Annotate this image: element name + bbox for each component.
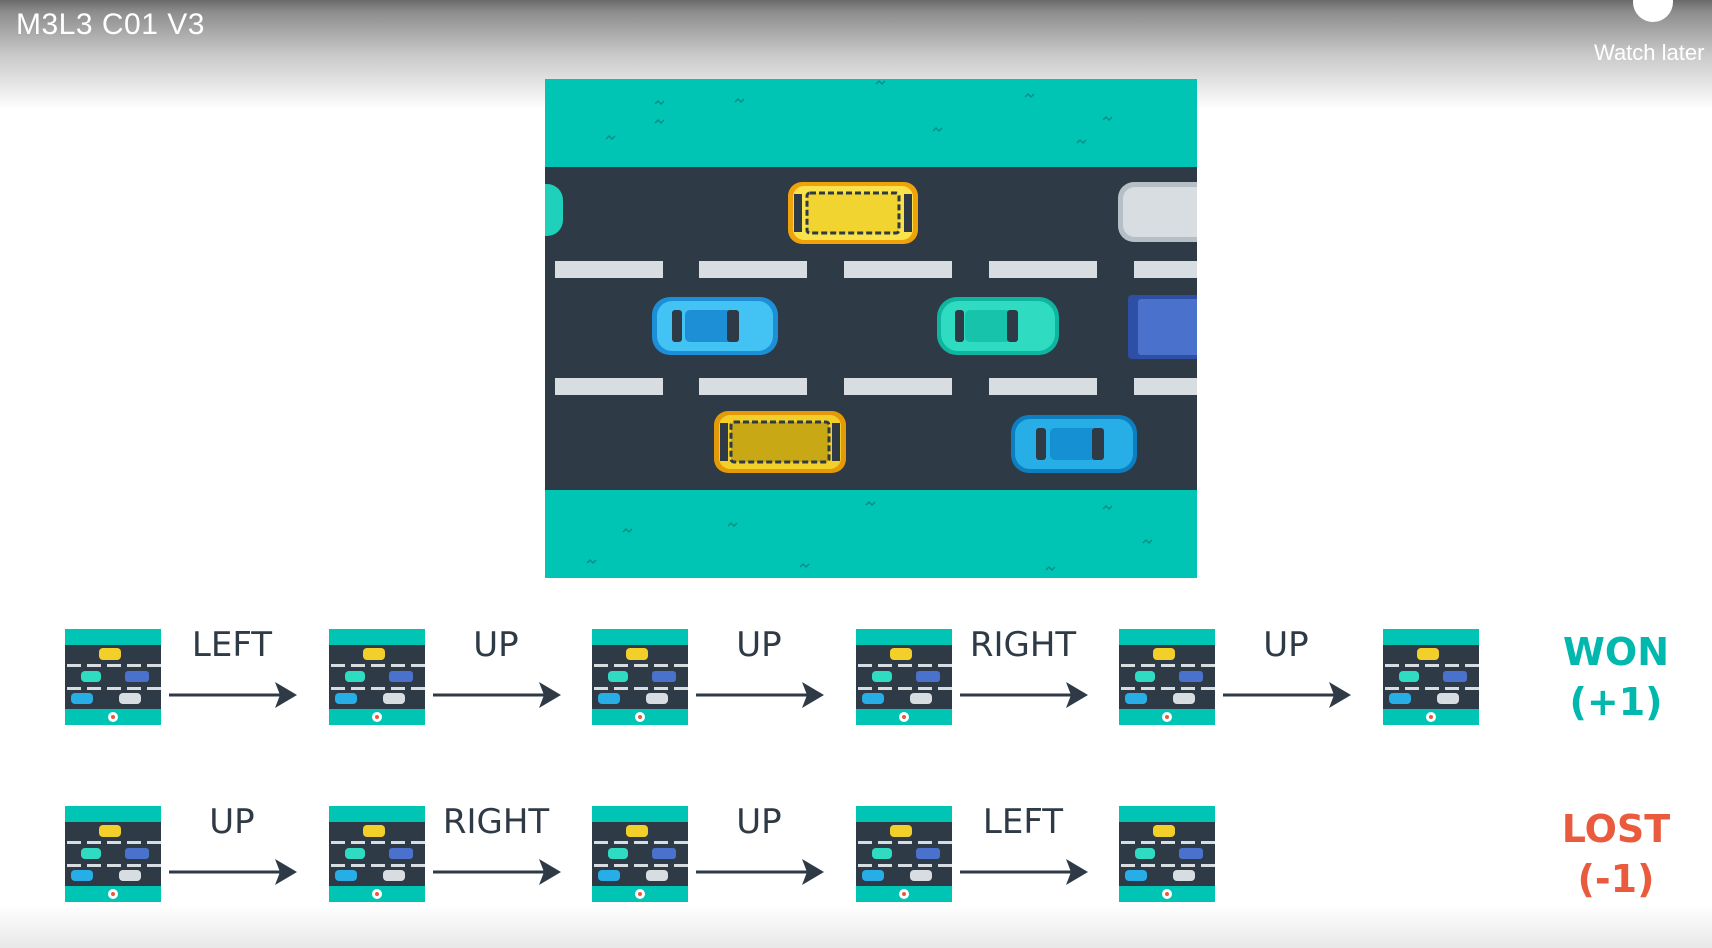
watch-later-label[interactable]: Watch later bbox=[1594, 40, 1705, 65]
arrow-right-icon bbox=[960, 678, 1090, 712]
clock-icon[interactable] bbox=[1633, 0, 1673, 22]
state-thumbnail bbox=[65, 806, 161, 902]
teal-car-partial bbox=[545, 184, 563, 236]
arrow-right-icon bbox=[169, 678, 299, 712]
state-thumbnail bbox=[1383, 629, 1479, 725]
state-thumbnail bbox=[592, 629, 688, 725]
arrow-right-icon bbox=[433, 678, 563, 712]
lane-markings bbox=[555, 261, 1197, 395]
teal-car bbox=[937, 297, 1059, 355]
state-thumbnail bbox=[329, 806, 425, 902]
outcome-label: WON (+1) bbox=[1546, 627, 1686, 727]
arrow-right-icon bbox=[696, 678, 826, 712]
outcome-reward: (-1) bbox=[1577, 857, 1655, 901]
state-thumbnail bbox=[1119, 806, 1215, 902]
episode-row: UP RIGHT UP LEFT LOST (-1) bbox=[0, 802, 1712, 904]
action-label: RIGHT bbox=[969, 625, 1077, 665]
action-label: UP bbox=[736, 802, 782, 842]
arrow-right-icon bbox=[960, 855, 1090, 889]
blue-truck-partial bbox=[1128, 295, 1197, 359]
state-thumbnail bbox=[856, 629, 952, 725]
action-label: UP bbox=[736, 625, 782, 665]
bottom-fade bbox=[0, 905, 1712, 948]
outcome-reward: (+1) bbox=[1569, 680, 1663, 724]
outcome-text: WON bbox=[1562, 630, 1670, 674]
action-label: UP bbox=[209, 802, 255, 842]
yellow-bus-2 bbox=[714, 411, 846, 473]
action-label: LEFT bbox=[191, 625, 273, 665]
video-title[interactable]: M3L3 C01 V3 bbox=[16, 8, 205, 41]
outcome-label: LOST (-1) bbox=[1546, 804, 1686, 904]
episode-row: LEFT UP UP RIGHT UP WON (+1) bbox=[0, 625, 1712, 727]
gray-van-partial bbox=[1118, 182, 1197, 242]
action-label: RIGHT bbox=[442, 802, 550, 842]
state-thumbnail bbox=[592, 806, 688, 902]
state-thumbnail bbox=[329, 629, 425, 725]
action-label: UP bbox=[1263, 625, 1309, 665]
yellow-bus bbox=[788, 182, 918, 244]
action-label: UP bbox=[473, 625, 519, 665]
blue-car bbox=[652, 297, 778, 355]
state-thumbnail bbox=[856, 806, 952, 902]
grass-tufts bbox=[586, 79, 1153, 572]
road-scene bbox=[545, 79, 1197, 578]
state-thumbnail bbox=[1119, 629, 1215, 725]
top-grass bbox=[545, 79, 1197, 167]
state-thumbnail bbox=[65, 629, 161, 725]
arrow-right-icon bbox=[696, 855, 826, 889]
arrow-right-icon bbox=[169, 855, 299, 889]
outcome-text: LOST bbox=[1561, 807, 1671, 851]
action-label: LEFT bbox=[982, 802, 1064, 842]
arrow-right-icon bbox=[1223, 678, 1353, 712]
arrow-right-icon bbox=[433, 855, 563, 889]
blue-car-2 bbox=[1011, 415, 1137, 473]
